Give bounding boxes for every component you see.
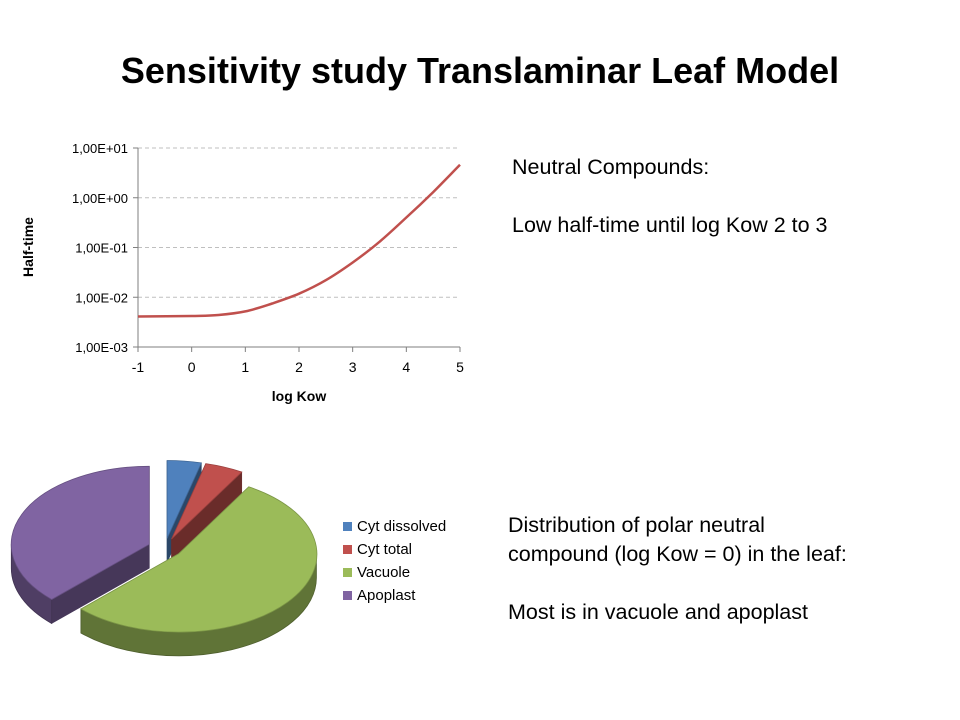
y-tick-label: 1,00E-01 <box>75 241 128 256</box>
x-tick-label: 2 <box>295 359 303 375</box>
legend-label-cyt-total: Cyt total <box>357 541 412 558</box>
x-tick-label: 0 <box>188 359 196 375</box>
neutral-compounds-heading: Neutral Compounds: <box>512 155 710 179</box>
y-tick-label: 1,00E-02 <box>75 290 128 305</box>
line-chart-series <box>137 163 461 318</box>
legend-label-vacuole: Vacuole <box>357 564 410 581</box>
y-tick-label: 1,00E+01 <box>72 141 128 156</box>
half-time-series-line <box>137 163 461 318</box>
legend-label-cyt-dissolved: Cyt dissolved <box>357 518 446 535</box>
distribution-line-2: compound (log Kow = 0) in the leaf: <box>508 542 847 566</box>
line-chart-ticks: 1,00E-03 1,00E-02 1,00E-01 1,00E+00 1,00E+01… <box>72 141 464 375</box>
legend-swatch-apoplast <box>343 591 352 600</box>
x-tick-label: 5 <box>456 359 464 375</box>
neutral-compounds-body: Low half-time until log Kow 2 to 3 <box>512 213 828 237</box>
distribution-body: Most is in vacuole and apoplast <box>508 600 808 624</box>
y-axis-title: Half-time <box>20 217 36 277</box>
x-tick-label: -1 <box>132 359 145 375</box>
x-tick-label: 1 <box>241 359 249 375</box>
legend-swatch-cyt-total <box>343 545 352 554</box>
y-tick-label: 1,00E+00 <box>72 191 128 206</box>
x-axis-title: log Kow <box>272 388 327 404</box>
slide-title: Sensitivity study Translaminar Leaf Mode… <box>120 50 840 91</box>
pie-slice-vacuole <box>80 486 318 633</box>
x-tick-label: 4 <box>402 359 410 375</box>
distribution-note: Distribution of polar neutral compound (… <box>508 511 847 627</box>
pie-slices <box>10 460 318 657</box>
neutral-compounds-note: Neutral Compounds: Low half-time until l… <box>512 153 828 240</box>
legend-swatch-vacuole <box>343 568 352 577</box>
pie-slice-apoplast <box>10 465 150 600</box>
y-tick-label: 1,00E-03 <box>75 340 128 355</box>
legend-label-apoplast: Apoplast <box>357 587 416 604</box>
pie-slice-cyt-total <box>171 463 243 540</box>
pie-slice-cyt-dissolved <box>166 460 202 539</box>
line-chart-gridlines <box>138 147 460 298</box>
x-tick-label: 3 <box>349 359 357 375</box>
pie-legend: Cyt dissolved Cyt total Vacuole Apoplast <box>343 518 446 604</box>
distribution-line-1: Distribution of polar neutral <box>508 513 765 537</box>
legend-swatch-cyt-dissolved <box>343 522 352 531</box>
